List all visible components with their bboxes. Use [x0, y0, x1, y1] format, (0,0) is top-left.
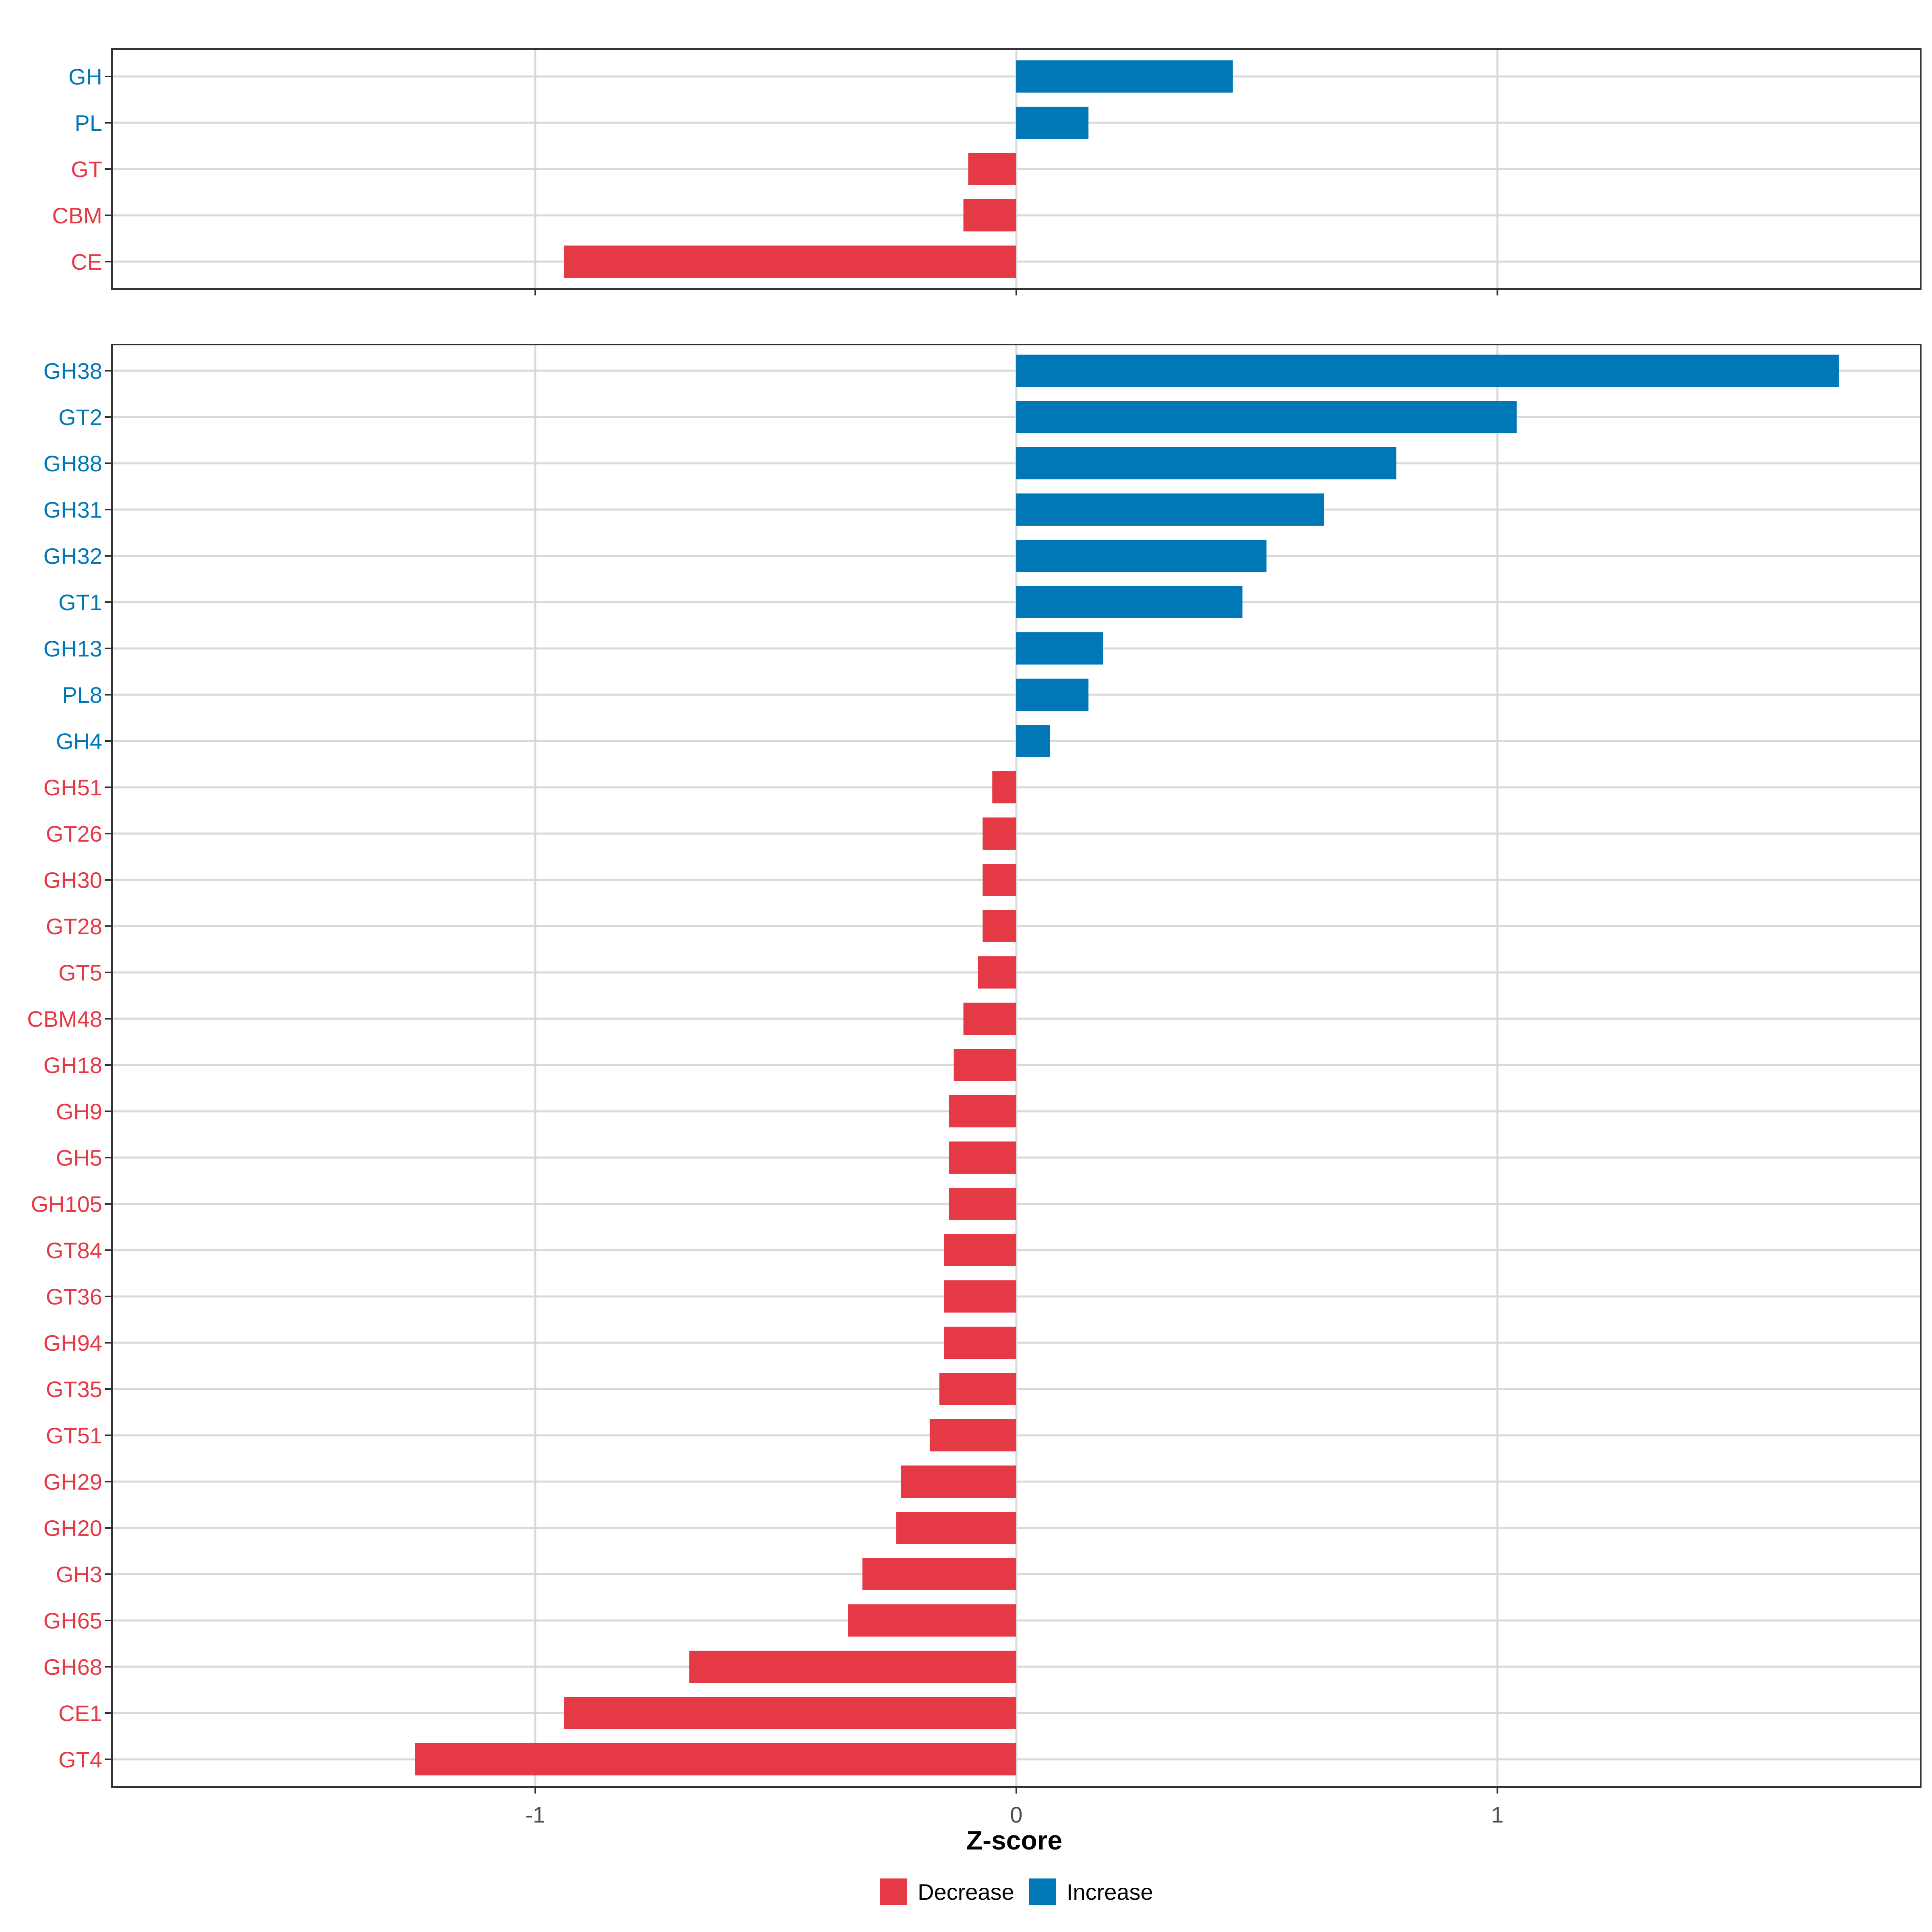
y-tick-label-gh68: GH68 — [43, 1654, 102, 1680]
bar-gh5 — [949, 1141, 1016, 1174]
chart-panels: GH PL GT CBM CE GH38 GT2 GH88 GH31 GH32 GT1 GH13 PL8… — [27, 48, 1922, 1794]
bar-gt36 — [944, 1280, 1016, 1313]
y-tick-label-gh105: GH105 — [31, 1191, 102, 1217]
y-tick-label-gh51: GH51 — [43, 775, 102, 800]
y-tick-label-gt5: GT5 — [58, 960, 102, 985]
y-tick-label-gh3: GH3 — [56, 1562, 102, 1587]
y-tick-label-gh13: GH13 — [43, 636, 102, 661]
x-tick-label: 0 — [1010, 1802, 1022, 1827]
bar-gh — [1016, 60, 1233, 93]
y-tick-label-gt1: GT1 — [58, 590, 102, 615]
y-tick-label-ce: CE — [71, 249, 102, 275]
bar-gh65 — [848, 1604, 1016, 1637]
bar-gt84 — [944, 1234, 1016, 1266]
bar-gh38 — [1016, 355, 1839, 387]
bar-gh31 — [1016, 493, 1324, 526]
y-tick-label-gt84: GT84 — [46, 1238, 102, 1263]
bar-cbm48 — [963, 1003, 1016, 1035]
bar-cbm — [963, 199, 1016, 231]
bar-gh18 — [954, 1049, 1016, 1081]
bar-gt26 — [983, 817, 1016, 850]
legend-label-increase: Increase — [1067, 1879, 1153, 1905]
y-tick-label-gh38: GH38 — [43, 358, 102, 384]
legend: Decrease Increase — [880, 1878, 1153, 1905]
bar-gh105 — [949, 1188, 1016, 1220]
bar-gt — [968, 153, 1016, 185]
bar-gh32 — [1016, 540, 1267, 572]
bar-gt51 — [929, 1419, 1016, 1451]
bar-ce1 — [564, 1697, 1016, 1729]
x-tick-label: 1 — [1491, 1802, 1504, 1827]
bar-gh3 — [862, 1558, 1016, 1590]
bar-gt5 — [978, 956, 1016, 989]
legend-swatch-increase — [1029, 1878, 1056, 1905]
y-tick-label-gh88: GH88 — [43, 451, 102, 476]
y-tick-label-gh65: GH65 — [43, 1608, 102, 1633]
y-tick-label-gh18: GH18 — [43, 1053, 102, 1078]
y-tick-label-cbm: CBM — [52, 203, 102, 228]
bar-gh94 — [944, 1327, 1016, 1359]
y-tick-label-gt35: GT35 — [46, 1377, 102, 1402]
y-tick-label-gt28: GT28 — [46, 914, 102, 939]
y-tick-label-pl: PL — [75, 110, 103, 136]
legend-swatch-decrease — [880, 1878, 907, 1905]
bar-ce — [564, 246, 1016, 278]
y-tick-label-gh32: GH32 — [43, 543, 102, 569]
x-tick-label: -1 — [525, 1802, 545, 1827]
y-tick-label-gt36: GT36 — [46, 1284, 102, 1309]
bar-gh9 — [949, 1095, 1016, 1127]
x-axis-title: Z-score — [966, 1825, 1062, 1855]
bar-gh20 — [896, 1512, 1016, 1544]
x-axis: -1 0 1 — [525, 1802, 1504, 1827]
y-tick-label-gh20: GH20 — [43, 1515, 102, 1541]
y-tick-label-gh: GH — [68, 64, 102, 89]
bar-gt4 — [415, 1743, 1016, 1775]
y-tick-label-gt26: GT26 — [46, 821, 102, 846]
bar-gh30 — [983, 864, 1016, 896]
bar-gh51 — [992, 771, 1016, 803]
bar-gt2 — [1016, 401, 1517, 433]
bar-gh68 — [689, 1651, 1016, 1683]
bar-pl — [1016, 107, 1089, 139]
y-tick-label-gt: GT — [71, 157, 102, 182]
bar-gh88 — [1016, 447, 1397, 479]
y-tick-label-gt4: GT4 — [58, 1747, 102, 1772]
legend-label-decrease: Decrease — [918, 1879, 1014, 1905]
y-tick-label-ce1: CE1 — [58, 1701, 102, 1726]
bar-gh13 — [1016, 632, 1103, 665]
y-tick-label-gt2: GT2 — [58, 405, 102, 430]
bar-gh29 — [901, 1466, 1016, 1498]
y-tick-label-gh29: GH29 — [43, 1469, 102, 1494]
bar-gt1 — [1016, 586, 1243, 618]
y-tick-label-cbm48: CBM48 — [27, 1006, 102, 1032]
y-tick-label-gh9: GH9 — [56, 1099, 102, 1124]
y-tick-label-gh94: GH94 — [43, 1330, 102, 1356]
bar-gt28 — [983, 910, 1016, 942]
y-tick-label-pl8: PL8 — [62, 682, 102, 708]
y-tick-label-gh31: GH31 — [43, 497, 102, 522]
bar-gh4 — [1016, 725, 1050, 757]
bar-gt35 — [939, 1373, 1016, 1405]
y-tick-label-gt51: GT51 — [46, 1423, 102, 1448]
y-tick-label-gh5: GH5 — [56, 1145, 102, 1170]
bar-pl8 — [1016, 679, 1089, 711]
panel-family-level: GH38 GT2 GH88 GH31 GH32 GT1 GH13 PL8 GH4 GH51 GT26… — [27, 344, 1922, 1794]
y-tick-label-gh30: GH30 — [43, 867, 102, 893]
y-tick-label-gh4: GH4 — [56, 729, 102, 754]
panel-class-level: GH PL GT CBM CE — [52, 48, 1922, 295]
